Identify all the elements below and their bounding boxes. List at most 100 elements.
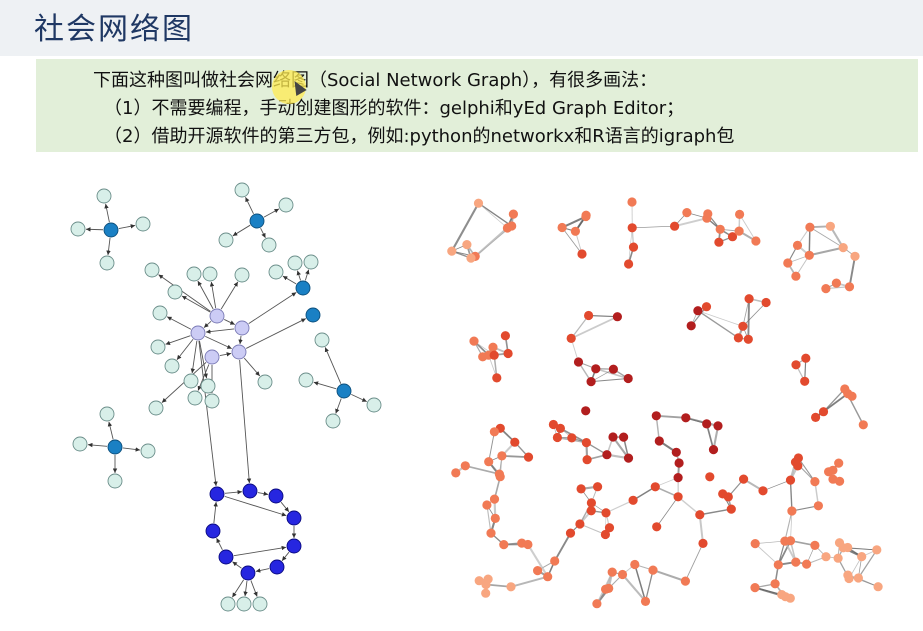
network-node (835, 476, 845, 486)
graph-edge (809, 246, 844, 257)
network-node (810, 540, 820, 551)
graph-edge (304, 269, 310, 281)
network-node (834, 458, 844, 468)
hub-node (305, 307, 321, 323)
network-node (494, 469, 504, 479)
hub-node (295, 280, 311, 296)
graph-edge (699, 508, 732, 516)
network-node (640, 596, 651, 607)
graph-edge (197, 280, 214, 310)
network-node (708, 445, 719, 455)
graph-edge (239, 359, 252, 484)
network-node (671, 447, 681, 457)
ring-node (205, 523, 221, 539)
network-node (481, 579, 491, 590)
graph-edge (245, 318, 307, 349)
leaf-node (99, 255, 115, 271)
graph-edge (280, 501, 290, 513)
graph-edge (203, 320, 212, 329)
leaf-node (366, 397, 382, 413)
network-node (586, 377, 596, 387)
graph-edge (324, 347, 342, 384)
leaf-node (107, 473, 123, 489)
graph-edge (238, 335, 243, 345)
graph-edge (198, 340, 218, 487)
leaf-node (150, 339, 166, 355)
graph-edge (296, 270, 301, 281)
graph-edge (755, 540, 785, 544)
graph-edge (656, 414, 686, 419)
network-node (652, 522, 662, 532)
network-node (654, 436, 664, 446)
description-box (36, 59, 918, 152)
graph-edge (591, 378, 629, 383)
leaf-node (164, 358, 180, 374)
network-node (804, 250, 814, 260)
network-node (735, 209, 745, 219)
hub-node (103, 222, 119, 238)
graph-edge (595, 368, 629, 380)
graph-edge (224, 319, 235, 325)
graph-edge (527, 544, 549, 578)
network-node (702, 419, 712, 429)
network-node (593, 482, 603, 492)
network-node (550, 556, 560, 566)
network-node (499, 540, 509, 550)
network-node (674, 458, 684, 468)
graph-edge (165, 335, 191, 345)
network-node (714, 237, 724, 247)
graph-edge (260, 227, 266, 239)
network-node (624, 259, 634, 269)
graph-edge (789, 480, 793, 512)
network-node (738, 321, 748, 331)
network-node (750, 583, 760, 593)
hub-node (336, 383, 352, 399)
network-node (489, 494, 500, 504)
network-node (833, 553, 843, 563)
network-node (486, 528, 496, 538)
network-node (681, 413, 691, 423)
leaf-node (325, 413, 341, 429)
network-node (623, 453, 634, 463)
network-node (713, 421, 723, 431)
network-node (726, 504, 736, 514)
graph-edge (808, 227, 811, 256)
network-node (617, 569, 628, 580)
network-node (715, 224, 725, 234)
network-node (727, 232, 738, 242)
graph-edge (588, 314, 618, 318)
network-node (734, 226, 744, 236)
network-node (824, 467, 834, 477)
network-node (838, 543, 848, 553)
ring-node (286, 538, 302, 554)
leaf-node (152, 305, 168, 321)
network-node (813, 501, 824, 511)
graph-edge (621, 573, 647, 603)
network-node (791, 557, 801, 567)
graph-edge (220, 281, 239, 310)
network-node (650, 482, 660, 492)
leaf-node (218, 232, 234, 248)
network-node (844, 282, 855, 292)
graph-edge (232, 224, 251, 237)
network-node (489, 427, 499, 437)
network-node (517, 538, 527, 548)
graph-edge (205, 328, 235, 334)
network-node (602, 450, 612, 460)
network-node (500, 331, 510, 341)
leaf-node (234, 182, 250, 198)
network-node (783, 258, 793, 268)
graph-edge (478, 202, 513, 227)
network-node (770, 579, 780, 589)
leaf-node (148, 400, 164, 416)
graph-edge (263, 208, 280, 218)
graph-edge (697, 310, 739, 339)
leaf-node (70, 221, 86, 237)
network-node (592, 599, 602, 609)
network-node (695, 510, 705, 520)
network-node (628, 242, 639, 252)
network-node (873, 582, 883, 592)
network-node (489, 350, 499, 360)
network-node (818, 407, 829, 417)
